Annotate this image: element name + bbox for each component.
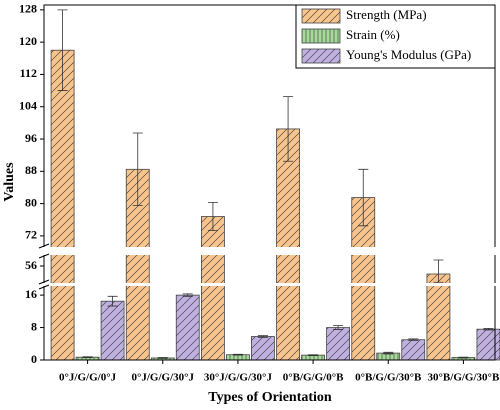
y-tick-label: 8 bbox=[31, 319, 37, 333]
break-mark bbox=[38, 279, 50, 285]
bar bbox=[476, 328, 500, 361]
legend-swatch bbox=[301, 48, 341, 64]
x-tick-label: 0°B/G/G/30°B bbox=[355, 372, 422, 384]
error-bar bbox=[232, 353, 243, 356]
bar bbox=[276, 128, 300, 361]
error-bar bbox=[333, 325, 344, 330]
bar bbox=[175, 294, 200, 361]
legend-label: Young's Modulus (GPa) bbox=[346, 47, 471, 62]
y-tick-label: 0 bbox=[31, 352, 37, 366]
y-tick-label: 96 bbox=[25, 131, 37, 145]
error-bar bbox=[483, 327, 494, 331]
legend-swatch bbox=[301, 8, 341, 24]
break-mark bbox=[38, 243, 50, 249]
error-bar bbox=[82, 356, 93, 358]
error-bar bbox=[57, 9, 68, 91]
bar bbox=[251, 336, 275, 361]
y-tick-label: 128 bbox=[19, 2, 37, 16]
bar bbox=[326, 327, 350, 361]
x-tick-label: 30°B/G/G/30°B bbox=[428, 372, 500, 384]
y-tick-label: 16 bbox=[25, 287, 37, 301]
x-tick-label: 0°B/G/G/0°B bbox=[283, 372, 344, 384]
error-bar bbox=[458, 356, 469, 359]
error-bar bbox=[107, 295, 118, 307]
error-bar bbox=[383, 351, 394, 355]
error-bar bbox=[132, 132, 143, 207]
bar bbox=[426, 273, 451, 361]
axis-break bbox=[38, 283, 499, 286]
bar bbox=[201, 216, 225, 361]
y-tick-label: 80 bbox=[25, 195, 37, 209]
break-mark bbox=[38, 253, 50, 259]
error-bar bbox=[283, 96, 294, 162]
bar bbox=[50, 49, 75, 361]
error-bar bbox=[157, 357, 168, 359]
y-axis-title: Values bbox=[2, 162, 17, 202]
y-tick-label: 72 bbox=[25, 228, 37, 242]
legend-swatch bbox=[301, 28, 341, 44]
error-bar bbox=[358, 168, 369, 227]
y-tick-label: 88 bbox=[25, 163, 37, 177]
x-tick-label: 0°J/G/G/0°J bbox=[59, 372, 117, 384]
error-bar bbox=[182, 293, 193, 297]
break-mark bbox=[38, 284, 50, 290]
x-axis-title: Types of Orientation bbox=[208, 390, 332, 405]
error-bar bbox=[433, 259, 444, 283]
y-tick-label: 112 bbox=[20, 66, 37, 80]
x-tick-label: 0°J/G/G/30°J bbox=[131, 372, 194, 384]
y-tick-label: 104 bbox=[19, 98, 37, 112]
legend-label: Strain (%) bbox=[346, 27, 400, 42]
error-bar bbox=[408, 338, 419, 341]
x-tick-label: 30°J/G/G/30°J bbox=[204, 372, 273, 384]
error-bar bbox=[257, 335, 268, 338]
axis-break bbox=[38, 247, 499, 255]
bar bbox=[100, 300, 125, 361]
error-bar bbox=[207, 202, 218, 232]
plot-frame bbox=[43, 4, 496, 361]
y-tick-label: 56 bbox=[25, 258, 37, 272]
error-bar bbox=[308, 354, 319, 356]
y-tick-label: 120 bbox=[19, 34, 37, 48]
bar bbox=[401, 339, 426, 361]
legend-label: Strength (MPa) bbox=[346, 7, 427, 22]
